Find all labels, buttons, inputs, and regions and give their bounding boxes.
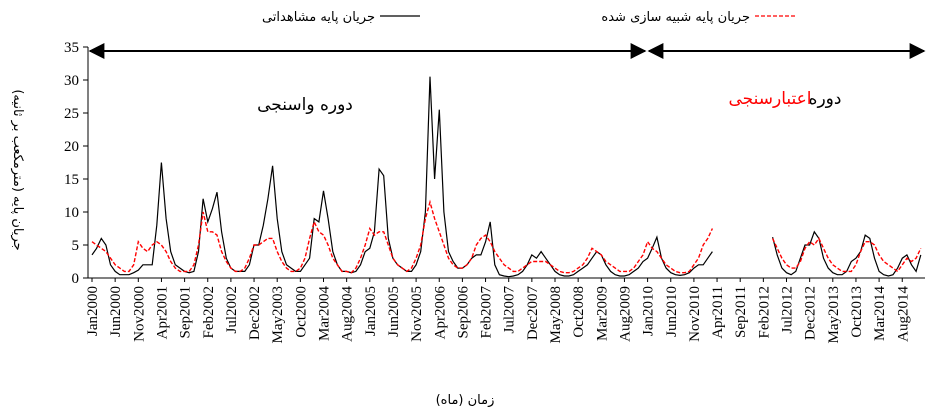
x-tick-label: Dec2007 [525,286,541,341]
y-tick-label: 20 [64,139,79,155]
x-tick-label: May2013 [826,286,842,344]
y-tick-label: 30 [64,73,79,89]
x-tick-label: Sep2011 [733,286,749,338]
x-tick-label: Dec2012 [803,286,819,340]
x-tick-label: Nov2010 [687,286,703,342]
annotation: دوره [809,89,842,109]
x-tick-label: Apr2011 [710,286,726,339]
x-tick-label: Mar2004 [317,286,333,341]
x-tick-label: Mar2009 [594,286,610,341]
x-tick-label: Oct2013 [849,286,865,338]
x-tick-label: Feb2007 [479,286,495,339]
y-tick-label: 0 [72,271,80,287]
x-axis-title: زمان (ماه) [436,393,495,408]
y-tick-label: 10 [64,205,79,221]
x-tick-label: Jun2010 [664,286,680,337]
x-tick-label: May2003 [270,286,286,344]
y-tick-label: 35 [64,40,79,56]
x-tick-label: May2008 [548,286,564,344]
x-tick-label: Mar2014 [872,286,888,341]
series-line [91,199,922,274]
y-tick-label: 25 [64,106,79,122]
x-tick-label: Feb2012 [756,286,772,339]
annotation: اعتبارسنجی [728,89,811,109]
x-tick-label: Aug2014 [895,286,911,342]
annotation: دوره واسنجی [257,95,353,115]
x-tick-label: Dec2002 [247,286,263,340]
y-tick-label: 5 [72,238,80,254]
x-tick-label: Nov2000 [131,286,147,342]
x-tick-label: Jan2005 [363,286,379,336]
legend-label: جریان پایه شبیه سازی شده [601,10,750,25]
legend-label: جریان پایه مشاهداتی [262,10,375,25]
x-tick-label: Jul2012 [780,286,796,334]
x-tick-label: Sep2001 [178,286,194,339]
x-tick-label: Apr2006 [432,286,448,340]
x-tick-label: Jan2010 [641,286,657,336]
x-tick-label: Oct2008 [571,286,587,338]
x-tick-label: Sep2006 [455,286,471,339]
x-tick-label: Nov2005 [409,286,425,342]
x-tick-label: Feb2002 [201,286,217,339]
x-tick-label: Aug2004 [340,286,356,342]
x-tick-label: Jun2005 [386,286,402,337]
x-tick-label: Apr2001 [154,286,170,339]
x-tick-label: Jul2007 [502,286,518,334]
y-tick-label: 15 [64,172,79,188]
x-tick-label: Jul2002 [224,286,240,334]
y-axis-title: جریان پایه (مترمکعب بر ثانیه) [10,89,25,250]
x-tick-label: Jun2000 [108,286,124,337]
x-tick-label: Oct2000 [293,286,309,338]
x-tick-label: Jan2000 [85,286,101,336]
x-tick-label: Aug2009 [617,286,633,342]
